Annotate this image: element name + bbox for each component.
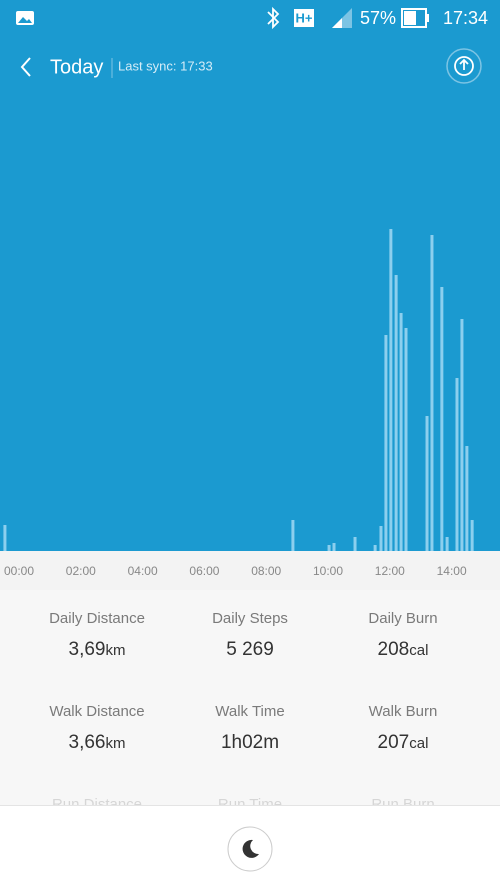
stat-unit: km <box>105 735 126 752</box>
upload-button[interactable] <box>446 48 482 84</box>
bottom-icons <box>227 826 273 872</box>
back-button[interactable] <box>20 57 31 77</box>
stat-value: 5 269 <box>167 639 333 661</box>
stat-number: 207 <box>377 732 410 753</box>
stat-value: 207cal <box>320 732 486 754</box>
battery-percent: 57% <box>360 8 396 28</box>
bar <box>470 520 474 551</box>
x-tick-label: 02:00 <box>66 564 96 578</box>
x-tick-label: 10:00 <box>313 564 343 578</box>
gallery-icon <box>16 11 34 25</box>
stat-number: 5 269 <box>226 639 274 660</box>
stat-number: 3,69 <box>68 639 106 660</box>
chart: H+ 57% 17:34 Today Last sync: 17:33 00:0… <box>0 0 500 590</box>
bar <box>425 416 429 551</box>
bluetooth-icon <box>267 6 280 30</box>
stat-label: Daily Distance <box>49 610 145 627</box>
stat-cell: Daily Steps 5 269 <box>167 610 333 661</box>
chart-background <box>0 0 500 551</box>
axis-strip <box>0 551 500 590</box>
page-title: Today <box>50 56 103 78</box>
bar <box>379 526 383 551</box>
x-tick-label: 14:00 <box>437 564 467 578</box>
bar <box>404 328 408 551</box>
stat-value: 3,69km <box>14 639 180 661</box>
bottom-bar <box>0 805 500 889</box>
bar <box>394 275 398 551</box>
stat-cell: Daily Burn 208cal <box>320 610 486 661</box>
stat-cell: Walk Time 1h02m <box>167 703 333 754</box>
bar <box>3 525 7 551</box>
stat-cell: Walk Distance 3,66km <box>14 703 180 754</box>
stat-label: Daily Steps <box>212 610 288 627</box>
bar <box>353 537 357 551</box>
sleep-button[interactable] <box>227 826 273 872</box>
stat-value: 208cal <box>320 639 486 661</box>
network-icon: H+ <box>294 8 352 28</box>
stat-unit: cal <box>409 735 429 752</box>
stat-number: 3,66 <box>68 732 106 753</box>
stat-value: 1h02m <box>167 732 333 754</box>
x-tick-label: 12:00 <box>375 564 405 578</box>
x-tick-label: 08:00 <box>251 564 281 578</box>
bar <box>389 229 393 551</box>
bar <box>465 446 469 551</box>
bar <box>384 335 388 551</box>
bar <box>440 287 444 551</box>
svg-text:H+: H+ <box>296 10 313 25</box>
sync-text: Last sync: 17:33 <box>118 58 213 73</box>
stat-unit: km <box>105 642 126 659</box>
stat-label: Daily Burn <box>368 610 438 627</box>
bar <box>327 545 331 551</box>
bar <box>332 543 336 551</box>
x-tick-label: 00:00 <box>4 564 34 578</box>
stat-cell: Daily Distance 3,69km <box>14 610 180 661</box>
bar <box>373 545 377 551</box>
bar <box>460 319 464 551</box>
stat-number: 208 <box>377 639 410 660</box>
bar <box>455 378 459 551</box>
bar <box>291 520 295 551</box>
bar <box>445 537 449 551</box>
clock: 17:34 <box>443 8 488 28</box>
bar <box>430 235 434 551</box>
stat-label: Walk Burn <box>368 703 438 720</box>
stat-label: Walk Time <box>215 703 285 720</box>
x-tick-label: 06:00 <box>189 564 219 578</box>
x-tick-label: 04:00 <box>128 564 158 578</box>
stat-cell: Walk Burn 207cal <box>320 703 486 754</box>
stat-number: 1h02m <box>220 732 280 753</box>
bar <box>399 313 403 551</box>
stat-unit: cal <box>409 642 429 659</box>
stat-label: Walk Distance <box>49 703 145 720</box>
stat-value: 3,66km <box>14 732 180 754</box>
battery-icon <box>401 8 429 28</box>
